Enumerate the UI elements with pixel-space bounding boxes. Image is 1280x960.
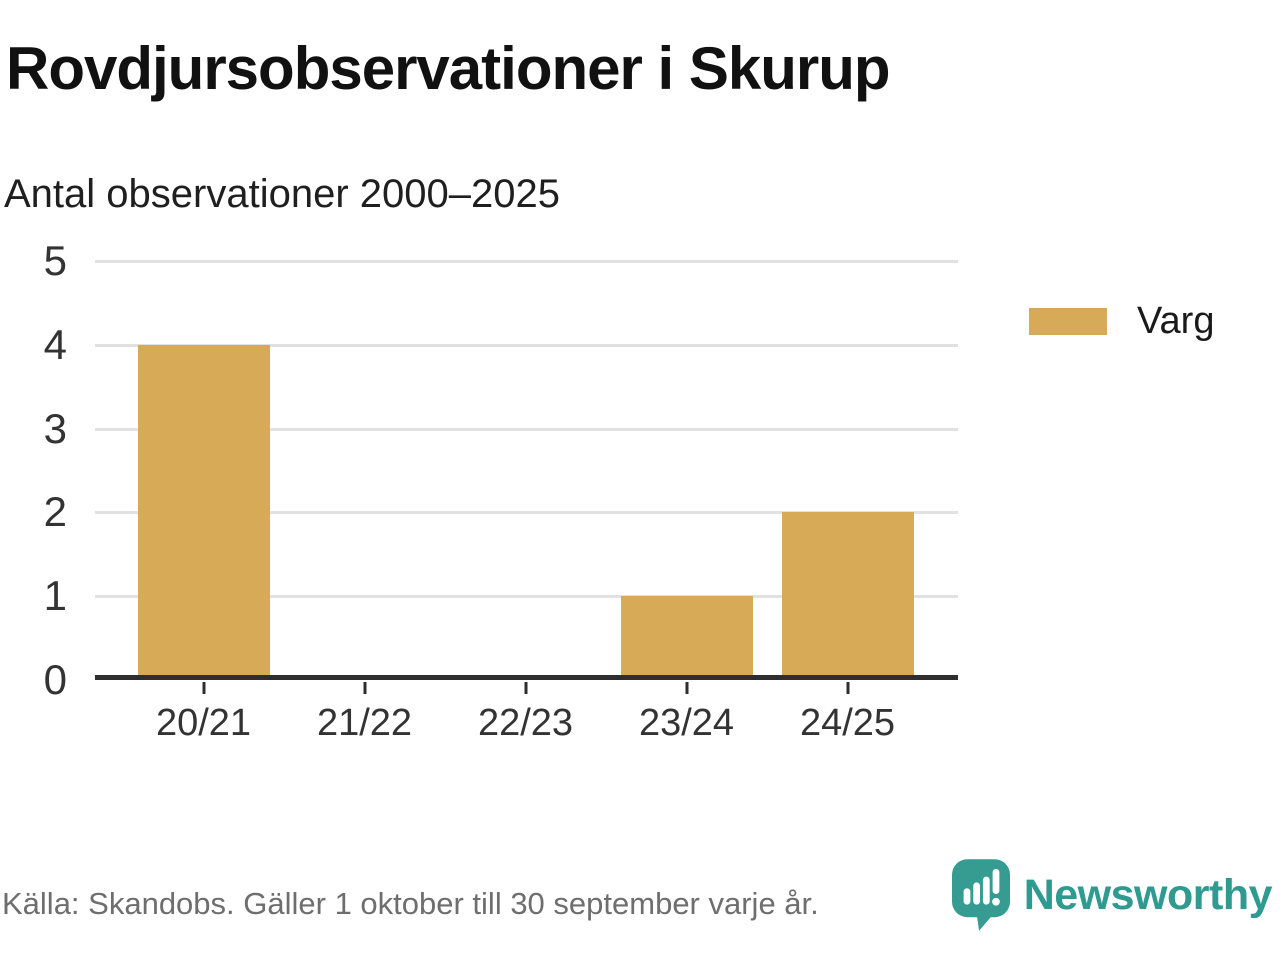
chart-title: Rovdjursobservationer i Skurup <box>6 35 891 102</box>
y-tick-label-5: 5 <box>43 237 67 284</box>
y-tick-label-4: 4 <box>43 320 67 368</box>
y-tick-label-2: 2 <box>43 488 67 536</box>
gridline-2 <box>95 511 958 515</box>
x-tick-24/25 <box>846 682 849 694</box>
gridline-4 <box>95 343 958 347</box>
gridline-1 <box>95 595 958 599</box>
newsworthy-logo[interactable]: Newsworthy <box>951 858 1273 932</box>
x-axis: 20/21 21/22 22/23 23/24 24/25 <box>123 702 928 745</box>
x-tick-22/23 <box>524 682 527 694</box>
x-tick-21/22 <box>363 682 366 694</box>
category-slot-23/24 <box>606 261 767 694</box>
legend-label: Varg <box>1137 300 1215 342</box>
bar-23/24 <box>620 596 753 680</box>
gridline-3 <box>95 427 958 431</box>
x-tick-label-21/22: 21/22 <box>316 702 413 744</box>
newsworthy-wordmark: Newsworthy <box>1023 870 1273 919</box>
x-tick-23/24 <box>685 682 688 694</box>
x-tick-label-20/21: 20/21 <box>155 702 252 744</box>
x-tick-label-23/24: 23/24 <box>638 702 735 744</box>
y-tick-label-3: 3 <box>43 404 67 452</box>
category-slot-22/23 <box>445 261 606 694</box>
legend-swatch <box>1029 308 1107 335</box>
y-tick-label-0: 0 <box>43 656 67 703</box>
source-note: Källa: Skandobs. Gäller 1 oktober till 3… <box>2 886 819 921</box>
category-slot-20/21 <box>123 261 284 694</box>
bar-24/25 <box>781 512 914 680</box>
y-axis: 0 1 2 3 4 5 <box>0 240 72 701</box>
bar-series <box>123 261 928 694</box>
gridline-5 <box>95 260 958 263</box>
plot-area <box>95 260 958 694</box>
legend-item-varg[interactable]: Varg <box>1029 300 1214 343</box>
x-tick-label-24/25: 24/25 <box>799 702 896 744</box>
bar-20/21 <box>137 344 270 680</box>
chart-subtitle: Antal observationer 2000–2025 <box>4 172 560 216</box>
x-tick-label-22/23: 22/23 <box>477 702 574 744</box>
category-slot-21/22 <box>284 261 445 694</box>
newsworthy-bubble-chart-icon <box>951 859 1010 931</box>
x-axis-line <box>95 675 958 680</box>
y-tick-label-1: 1 <box>43 572 67 620</box>
x-tick-20/21 <box>202 682 205 694</box>
category-slot-24/25 <box>767 261 928 694</box>
